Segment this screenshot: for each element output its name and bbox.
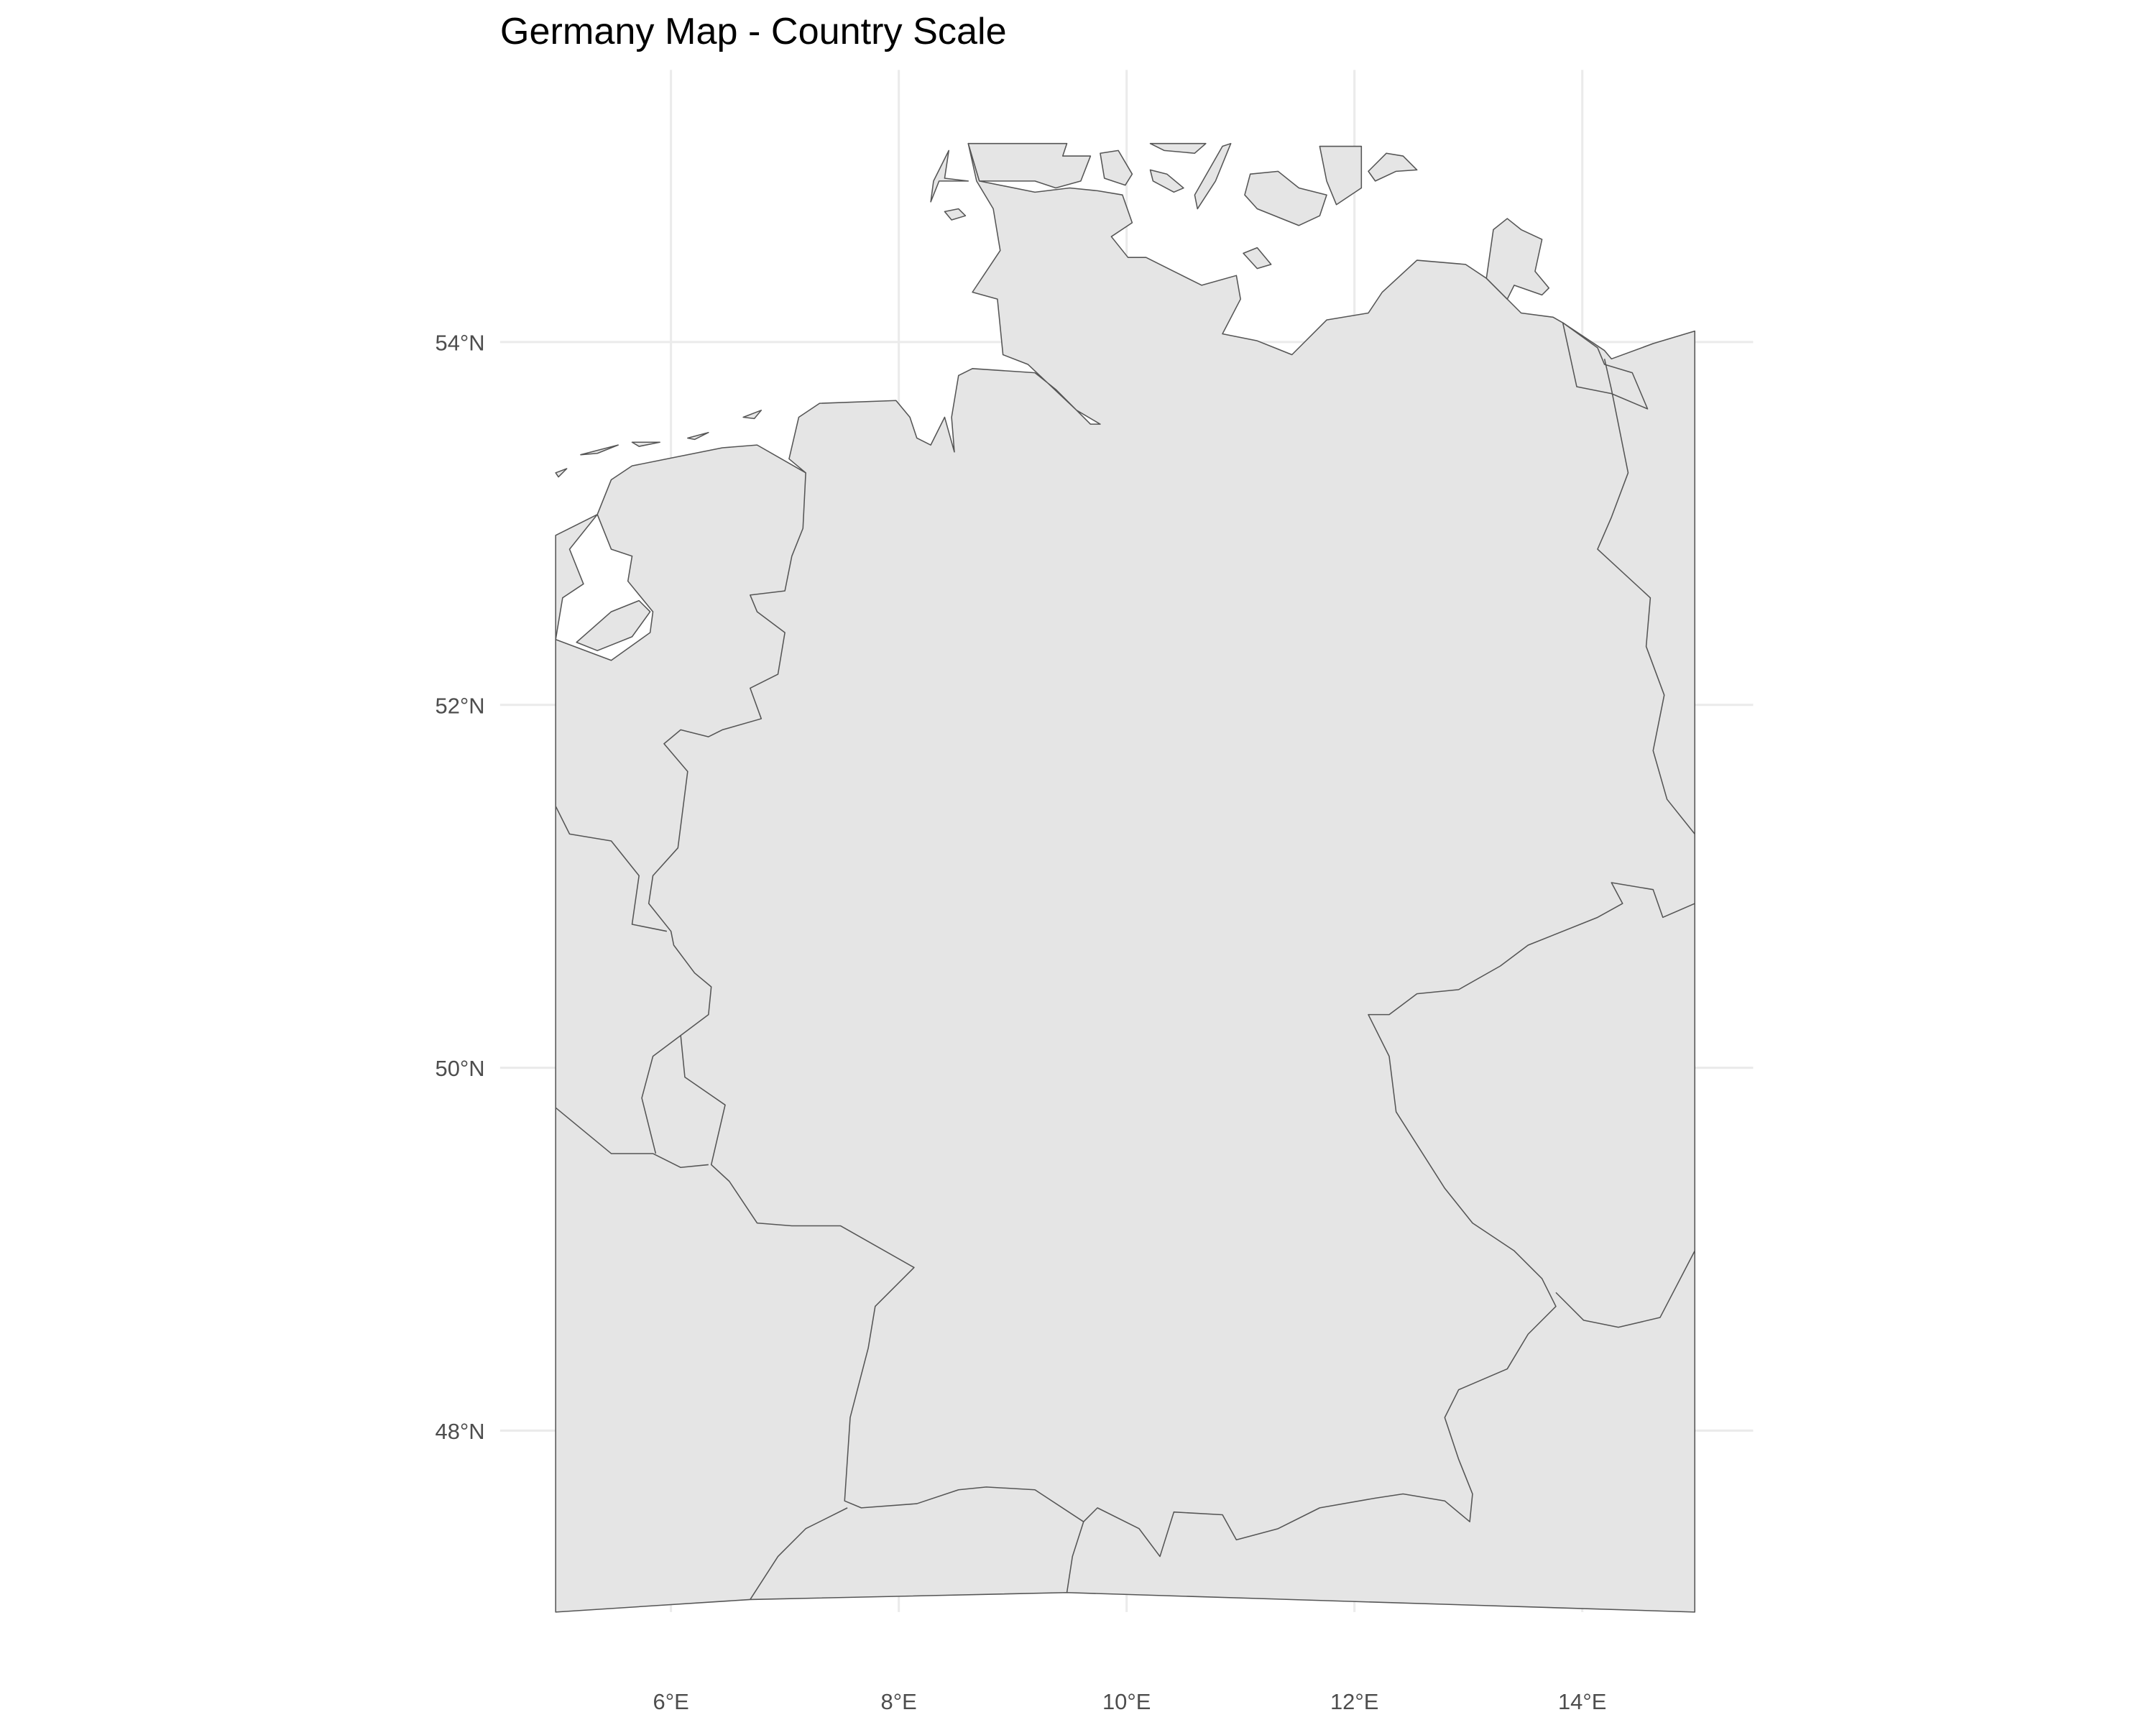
y-tick-label: 48°N xyxy=(436,1419,485,1444)
border xyxy=(1555,1250,1695,1328)
map xyxy=(555,142,1696,1613)
island xyxy=(1319,145,1363,206)
x-tick-label: 14°E xyxy=(1558,1689,1606,1714)
island xyxy=(1149,142,1207,154)
chart-title: Germany Map - Country Scale xyxy=(500,11,1007,52)
x-tick-label: 8°E xyxy=(881,1689,917,1714)
y-tick-label: 52°N xyxy=(436,693,485,718)
island xyxy=(1100,150,1133,186)
border xyxy=(1066,1521,1084,1593)
island xyxy=(1194,142,1232,210)
border xyxy=(1597,359,1695,834)
border xyxy=(555,1107,709,1169)
land xyxy=(555,142,1696,1613)
island xyxy=(555,410,763,478)
island xyxy=(1368,152,1418,182)
island xyxy=(1485,218,1550,300)
island xyxy=(944,208,967,221)
y-tick-label: 54°N xyxy=(436,330,485,355)
x-tick-label: 10°E xyxy=(1102,1689,1151,1714)
border xyxy=(750,1507,848,1600)
island xyxy=(1243,247,1272,270)
island xyxy=(930,150,969,203)
jutland-north xyxy=(967,142,1092,189)
border xyxy=(555,806,667,932)
border xyxy=(641,1035,681,1154)
island xyxy=(1244,170,1327,226)
x-tick-label: 6°E xyxy=(653,1689,689,1714)
island xyxy=(1562,322,1649,410)
x-tick-label: 12°E xyxy=(1330,1689,1378,1714)
island xyxy=(1149,169,1184,193)
lake-island xyxy=(576,599,651,651)
border xyxy=(648,472,1695,1558)
y-tick-label: 50°N xyxy=(436,1056,485,1081)
